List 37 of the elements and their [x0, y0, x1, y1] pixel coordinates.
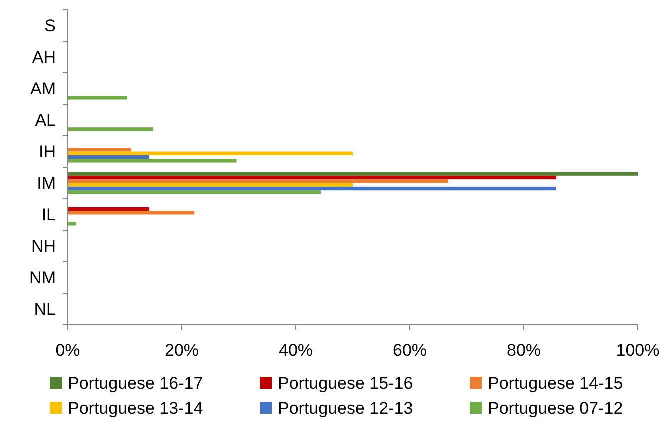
legend-label: Portuguese 16-17: [68, 374, 204, 393]
bar: [68, 211, 195, 215]
bar: [68, 155, 150, 160]
bar: [68, 183, 353, 187]
legend-label: Portuguese 14-15: [488, 374, 624, 393]
bar: [68, 148, 132, 152]
bar: [68, 96, 128, 100]
x-tick-label: 0%: [56, 341, 80, 360]
bar: [68, 186, 556, 191]
x-tick-label: 80%: [506, 341, 542, 360]
bar: [68, 176, 556, 180]
y-tick-label: AM: [30, 80, 56, 99]
bar: [68, 180, 448, 184]
y-tick-label: S: [44, 16, 56, 36]
y-tick-label: NL: [34, 300, 56, 320]
y-tick-label: NM: [30, 268, 56, 288]
bar: [68, 207, 150, 212]
legend-label: Portuguese 12-13: [278, 398, 414, 418]
bar: [68, 152, 353, 156]
y-tick-label: IM: [37, 174, 56, 194]
bar: [68, 159, 237, 163]
legend-label: Portuguese 15-16: [278, 374, 414, 393]
bar: [68, 190, 322, 194]
x-tick-label: 20%: [164, 341, 200, 360]
x-tick-label: 40%: [278, 341, 314, 360]
x-tick-label: 100%: [616, 341, 660, 360]
y-tick-label: NH: [31, 237, 56, 256]
bar: [68, 222, 77, 226]
y-tick-label: AL: [35, 111, 56, 130]
legend-label: Portuguese 07-12: [488, 398, 624, 418]
x-tick-label: 60%: [392, 341, 428, 360]
y-tick-label: AH: [32, 48, 56, 68]
legend-label: Portuguese 13-14: [68, 398, 204, 418]
y-tick-label: IH: [39, 142, 56, 162]
y-tick-label: IL: [42, 206, 56, 225]
bar: [68, 128, 154, 132]
bar: [68, 172, 638, 176]
